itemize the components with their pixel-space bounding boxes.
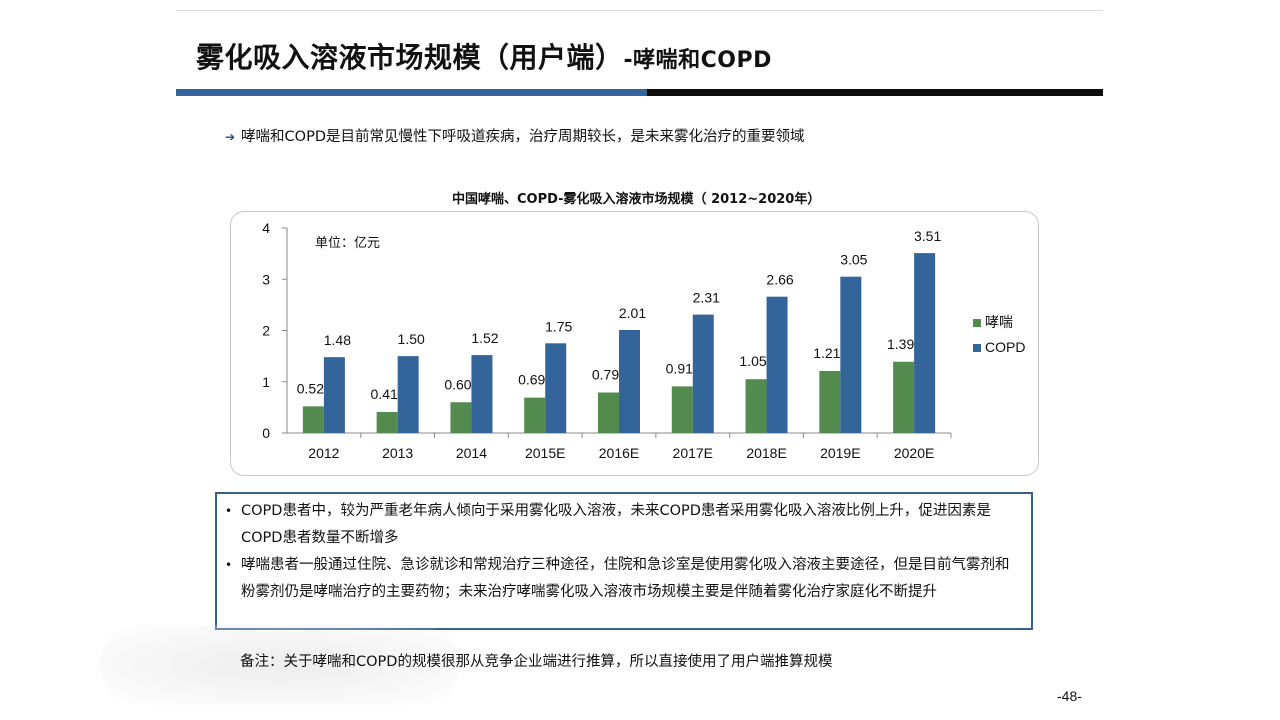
y-tick-label: 2 [262,323,270,339]
x-tick-label: 2017E [673,445,713,461]
bar-asthma [671,386,693,433]
info-point-text: 哮喘患者一般通过住院、急诊就诊和常规治疗三种途径，住院和急诊室是使用雾化吸入溶液… [241,557,1010,600]
bar-copd [766,296,788,433]
data-label: 1.39 [887,336,914,352]
legend-label: COPD [985,339,1025,355]
x-tick-label: 2015E [525,445,565,461]
bar-copd [619,329,640,433]
data-label: 1.50 [398,331,425,347]
bar-asthma [598,392,619,433]
bar-copd [323,357,345,433]
bar-asthma [450,402,472,433]
data-label: 2.01 [619,305,646,321]
bar-copd [840,276,862,433]
data-label: 1.05 [739,353,766,369]
lead-bullet: ➔ 哮喘和COPD是目前常见慢性下呼吸道疾病，治疗周期较长，是未来雾化治疗的重要领… [225,125,805,146]
data-label: 0.69 [518,372,545,388]
page-title-sub: -哮喘和COPD [623,48,772,73]
bar-asthma [376,411,398,433]
bar-asthma [745,379,767,433]
data-label: 0.41 [371,386,398,402]
bar-asthma [524,397,546,433]
title-underline-blue [176,89,647,96]
lead-bullet-text: 哮喘和COPD是目前常见慢性下呼吸道疾病，治疗周期较长，是未来雾化治疗的重要领域 [241,129,805,145]
data-label: 2.66 [766,272,793,288]
arrow-right-icon: ➔ [225,130,236,144]
x-tick-label: 2018E [746,445,786,461]
info-point: • 哮喘患者一般通过住院、急诊就诊和常规治疗三种途径，住院和急诊室是使用雾化吸入… [225,552,1023,606]
data-label: 1.52 [471,330,498,346]
data-label: 0.52 [297,380,324,396]
footnote: 备注：关于哮喘和COPD的规模很那从竞争企业端进行推算，所以直接使用了用户端推算… [240,654,833,670]
y-tick-label: 0 [262,425,270,441]
data-label: 0.91 [666,360,693,376]
top-rule [176,10,1103,11]
legend-label: 哮喘 [985,314,1013,330]
bar-copd [914,253,936,433]
x-tick-label: 2013 [382,445,413,461]
info-point-text: COPD患者中，较为严重老年病人倾向于采用雾化吸入溶液，未来COPD患者采用雾化… [241,503,991,546]
legend-swatch [973,319,981,327]
unit-label: 单位：亿元 [315,235,380,250]
title-underline-black [647,89,1103,96]
background-smudge [100,625,460,705]
chart-frame: 0 1 2 3 4 2012 0.52 1.48 2013 0.41 1.50 2014 0.60 1.5… [230,211,1039,476]
info-box: • COPD患者中，较为严重老年病人倾向于采用雾化吸入溶液，未来COPD患者采用… [215,492,1033,630]
data-label: 2.31 [693,290,720,306]
bar-copd [545,343,567,433]
x-tick-label: 2014 [456,445,487,461]
page-number: -48- [1057,688,1082,704]
bar-copd [471,355,493,433]
bar-asthma [302,406,324,433]
y-tick-label: 4 [262,220,270,236]
page-title: 雾化吸入溶液市场规模（用户端）-哮喘和COPD [196,36,772,76]
data-label: 1.75 [545,318,572,334]
data-label: 0.60 [444,376,471,392]
bar-asthma [819,370,841,433]
x-tick-label: 2012 [308,445,339,461]
x-tick-label: 2016E [599,445,639,461]
x-tick-label: 2020E [894,445,934,461]
chart-title: 中国哮喘、COPD-雾化吸入溶液市场规模（ 2012~2020年） [452,192,821,207]
bullet-dot: • [225,558,233,572]
y-tick-label: 3 [262,271,270,287]
data-label: 0.79 [592,367,619,383]
info-point: • COPD患者中，较为严重老年病人倾向于采用雾化吸入溶液，未来COPD患者采用… [225,498,1023,552]
bar-chart: 0 1 2 3 4 2012 0.52 1.48 2013 0.41 1.50 2014 0.60 1.5… [262,220,1025,461]
bar-copd [397,356,419,433]
data-label: 3.05 [840,252,867,268]
x-tick-label: 2019E [820,445,860,461]
data-label: 1.21 [813,345,840,361]
bar-copd [692,314,714,433]
bar-asthma [893,361,915,433]
page-title-main: 雾化吸入溶液市场规模（用户端） [196,41,624,74]
data-label: 3.51 [914,228,941,244]
legend-swatch [973,344,981,352]
bullet-dot: • [225,504,233,518]
data-label: 1.48 [324,332,351,348]
y-tick-label: 1 [262,374,270,390]
